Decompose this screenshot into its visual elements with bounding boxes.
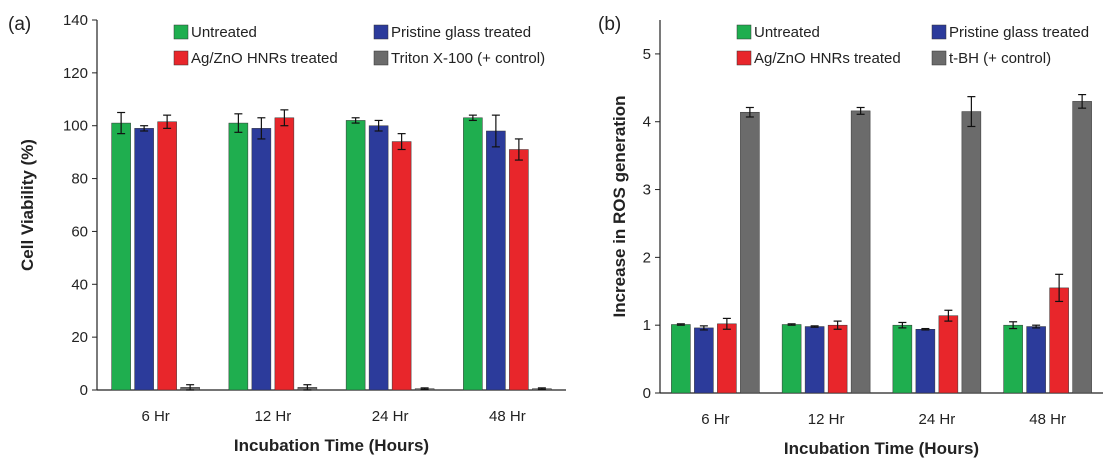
- y-tick-label: 5: [643, 46, 651, 63]
- x-tick-label: 48 Hr: [489, 408, 526, 425]
- x-tick-label: 6 Hr: [701, 411, 729, 428]
- legend-label: Triton X-100 (+ control): [391, 50, 545, 67]
- bar-untreated: [345, 120, 366, 391]
- legend-label: Pristine glass treated: [391, 24, 531, 41]
- legend-swatch: [931, 24, 947, 40]
- x-tick-label: 24 Hr: [919, 411, 956, 428]
- legend-item: Pristine glass treated: [373, 24, 531, 41]
- bar-untreated: [111, 122, 131, 391]
- legend-item: Ag/ZnO HNRs treated: [736, 50, 901, 67]
- legend-label: t-BH (+ control): [949, 50, 1051, 67]
- legend-label: Pristine glass treated: [949, 24, 1089, 41]
- bar-t-bh-control-: [850, 110, 871, 394]
- y-tick-label: 100: [63, 118, 88, 135]
- bar-ag-zno-hnrs-treated: [157, 121, 177, 391]
- y-axis-label: Cell Viability (%): [18, 139, 37, 271]
- y-tick-label: 1: [643, 317, 651, 334]
- panel-label: (b): [598, 14, 621, 35]
- legend-label: Untreated: [191, 24, 257, 41]
- bar-pristine-glass-treated: [1026, 326, 1046, 394]
- legend-swatch: [736, 50, 752, 66]
- bar-untreated: [892, 324, 913, 394]
- y-tick-label: 140: [63, 12, 88, 29]
- legend-label: Ag/ZnO HNRs treated: [754, 50, 901, 67]
- x-tick-label: 24 Hr: [372, 408, 409, 425]
- y-tick-label: 4: [643, 114, 651, 131]
- bar-untreated: [463, 117, 483, 391]
- y-axis-label: Increase in ROS generation: [610, 95, 629, 317]
- bar-ag-zno-hnrs-treated: [717, 323, 737, 394]
- panel-label: (a): [8, 14, 31, 35]
- chart-panel-a: 0 20 40 60 80 100 120 140 6 Hr 12 Hr 24 Hr 48 Hr Inc…: [8, 12, 566, 455]
- bar-ag-zno-hnrs-treated: [938, 315, 959, 394]
- y-tick-label: 2: [643, 249, 651, 266]
- bar-pristine-glass-treated: [134, 128, 154, 391]
- bar-untreated: [228, 122, 249, 391]
- legend-label: Untreated: [754, 24, 820, 41]
- bar-ag-zno-hnrs-treated: [827, 324, 848, 394]
- bar-pristine-glass-treated: [694, 327, 714, 394]
- legend-item: Ag/ZnO HNRs treated: [173, 50, 338, 67]
- y-tick-label: 120: [63, 65, 88, 82]
- bar-untreated: [1003, 324, 1023, 394]
- y-tick-label: 60: [71, 223, 88, 240]
- legend-swatch: [173, 24, 189, 40]
- bar-t-bh-control-: [740, 111, 760, 394]
- legend-item: Triton X-100 (+ control): [373, 50, 545, 67]
- chart-panel-b: 0 1 2 3 4 5 6 Hr 12 Hr 24 Hr 48 Hr Incubation Time…: [598, 14, 1103, 458]
- bar-t-bh-control-: [961, 111, 982, 394]
- legend-item: Pristine glass treated: [931, 24, 1089, 41]
- legend-item: Untreated: [736, 24, 820, 41]
- x-axis-label: Incubation Time (Hours): [784, 439, 979, 458]
- bar-pristine-glass-treated: [804, 326, 825, 394]
- y-tick-label: 40: [71, 276, 88, 293]
- bar-untreated: [781, 324, 802, 394]
- y-tick-label: 80: [71, 171, 88, 188]
- x-tick-label: 6 Hr: [141, 408, 169, 425]
- bar-pristine-glass-treated: [251, 128, 272, 391]
- legend-label: Ag/ZnO HNRs treated: [191, 50, 338, 67]
- legend-item: Untreated: [173, 24, 257, 41]
- legend-item: t-BH (+ control): [931, 50, 1051, 67]
- bar-pristine-glass-treated: [915, 329, 936, 394]
- x-tick-label: 12 Hr: [255, 408, 292, 425]
- x-tick-label: 48 Hr: [1029, 411, 1066, 428]
- y-tick-label: 0: [643, 385, 651, 402]
- bar-ag-zno-hnrs-treated: [274, 117, 295, 391]
- bar-ag-zno-hnrs-treated: [391, 141, 412, 391]
- bar-ag-zno-hnrs-treated: [509, 149, 529, 391]
- bar-t-bh-control-: [1072, 101, 1092, 394]
- legend-swatch: [931, 50, 947, 66]
- bar-untreated: [671, 324, 691, 394]
- legend-swatch: [373, 24, 389, 40]
- y-tick-label: 3: [643, 182, 651, 199]
- y-tick-label: 20: [71, 329, 88, 346]
- bar-pristine-glass-treated: [486, 130, 506, 391]
- y-tick-label: 0: [80, 382, 88, 399]
- x-tick-label: 12 Hr: [808, 411, 845, 428]
- x-axis-label: Incubation Time (Hours): [234, 436, 429, 455]
- legend-swatch: [736, 24, 752, 40]
- bar-pristine-glass-treated: [368, 125, 389, 391]
- legend-swatch: [373, 50, 389, 66]
- bar-ag-zno-hnrs-treated: [1049, 287, 1069, 394]
- legend-swatch: [173, 50, 189, 66]
